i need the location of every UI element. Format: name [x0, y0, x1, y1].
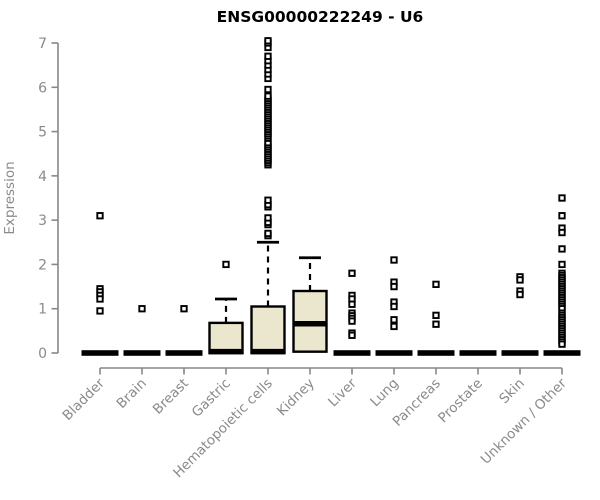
y-tick-label: 1: [38, 302, 47, 318]
flat-box: [165, 350, 203, 356]
box: [208, 321, 244, 355]
flat-box: [123, 350, 161, 356]
outlier-point: [264, 52, 272, 60]
outlier-point: [348, 300, 356, 308]
outlier-point: [558, 260, 566, 269]
flat-box: [417, 350, 455, 356]
x-category-label: Bladder: [60, 375, 109, 424]
outlier-point: [390, 316, 398, 324]
outlier-point: [516, 290, 524, 299]
x-category-label: Breast: [150, 376, 192, 418]
flat-box: [459, 350, 497, 356]
y-tick-label: 0: [38, 346, 47, 362]
outlier-point: [96, 295, 104, 303]
outlier-point: [558, 340, 566, 348]
y-axis-label: Expression: [2, 161, 18, 234]
y-tick-label: 2: [38, 257, 47, 273]
flat-box: [375, 350, 413, 356]
outlier-point: [348, 269, 356, 277]
outlier-point: [432, 311, 440, 320]
box: [250, 305, 286, 355]
flat-box: [333, 350, 371, 356]
outlier-point: [432, 280, 440, 289]
y-tick-label: 5: [38, 125, 47, 141]
y-tick-label: 6: [38, 80, 47, 96]
x-category-label: Liver: [325, 375, 360, 410]
outlier-point: [558, 212, 566, 220]
outlier-point: [264, 196, 272, 204]
outlier-point: [222, 260, 230, 269]
chart-title: ENSG00000222249 - U6: [217, 8, 424, 26]
outlier-point: [96, 307, 104, 315]
outlier-point: [96, 212, 104, 220]
outlier-point: [264, 85, 272, 94]
outlier-point: [558, 194, 566, 202]
outlier-point: [180, 305, 188, 313]
x-category-label: Skin: [496, 376, 528, 408]
outlier-point: [390, 256, 398, 264]
outlier-point: [138, 305, 146, 313]
y-tick-label: 3: [38, 213, 47, 229]
x-category-label: Kidney: [274, 376, 318, 420]
x-category-label: Prostate: [435, 376, 486, 427]
outlier-point: [558, 245, 566, 253]
flat-box: [501, 350, 539, 356]
y-tick-label: 7: [38, 36, 47, 52]
outlier-point: [264, 214, 272, 222]
outlier-point: [264, 92, 272, 100]
outlier-point: [390, 302, 398, 311]
y-tick-label: 4: [38, 169, 47, 185]
outlier-point: [264, 37, 272, 45]
x-category-label: Lung: [367, 376, 402, 411]
outlier-point: [264, 229, 272, 238]
outlier-point: [348, 331, 356, 339]
x-category-label: Brain: [113, 376, 149, 412]
outlier-point: [390, 282, 398, 291]
flat-box: [81, 350, 119, 356]
outlier-point: [348, 317, 356, 325]
outlier-point: [516, 276, 524, 284]
outlier-point: [432, 320, 440, 328]
outlier-point: [558, 228, 566, 237]
flat-box: [543, 350, 581, 356]
outlier-point: [390, 322, 398, 331]
